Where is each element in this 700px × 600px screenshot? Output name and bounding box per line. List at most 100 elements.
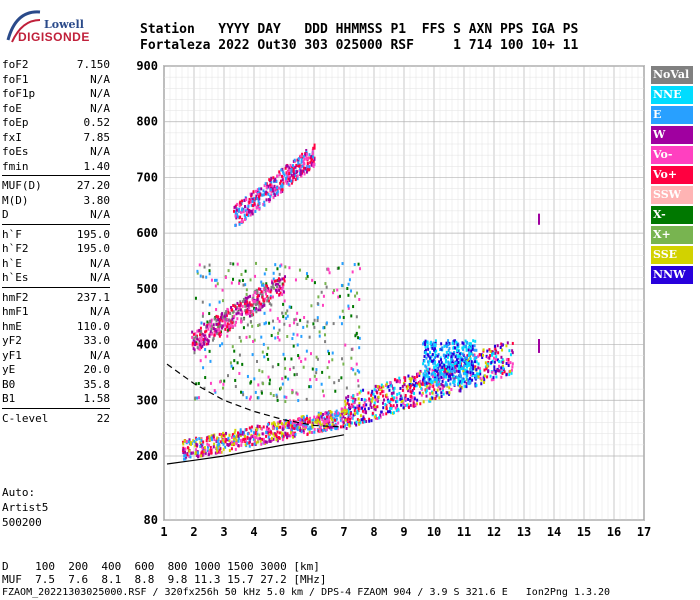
data-point <box>255 428 258 432</box>
data-point <box>440 361 443 365</box>
data-point <box>397 407 400 411</box>
data-point <box>248 397 251 401</box>
data-point <box>444 364 447 368</box>
data-point <box>229 326 232 330</box>
data-point <box>303 162 306 166</box>
data-point <box>210 321 213 325</box>
data-point <box>494 347 497 351</box>
data-point <box>363 420 366 424</box>
data-point <box>260 302 263 306</box>
data-point <box>205 342 208 346</box>
data-point <box>439 371 442 375</box>
data-point <box>472 339 475 343</box>
data-point <box>296 164 299 168</box>
data-point <box>461 346 464 350</box>
data-point <box>208 443 211 447</box>
data-point <box>239 306 242 310</box>
data-point <box>205 439 208 443</box>
data-point <box>239 312 242 316</box>
data-point <box>419 384 422 388</box>
data-point <box>221 342 224 346</box>
x-tick-label: 2 <box>190 525 197 539</box>
data-point <box>492 351 495 355</box>
data-point <box>425 384 428 388</box>
data-point <box>429 356 432 360</box>
data-point <box>280 263 283 267</box>
data-point <box>425 394 428 398</box>
data-point <box>203 322 206 326</box>
x-tick-label: 5 <box>280 525 287 539</box>
data-point <box>469 377 472 381</box>
data-point <box>243 301 246 305</box>
data-point <box>261 295 264 299</box>
data-point <box>469 368 472 372</box>
data-point <box>204 330 207 334</box>
data-point <box>235 312 238 316</box>
data-point <box>212 434 215 438</box>
data-point <box>308 430 311 434</box>
data-point <box>236 215 239 219</box>
data-point <box>276 398 279 402</box>
data-point <box>230 306 233 310</box>
data-point <box>478 367 481 371</box>
data-point <box>237 307 240 311</box>
data-point <box>284 422 287 426</box>
data-point <box>276 193 279 197</box>
data-point <box>458 389 461 393</box>
data-point <box>327 421 330 425</box>
data-point <box>415 384 418 388</box>
data-point <box>254 209 257 213</box>
data-point <box>242 283 245 287</box>
data-point <box>300 174 303 178</box>
data-point <box>496 358 499 362</box>
data-point <box>246 208 249 212</box>
data-point <box>438 369 441 373</box>
data-point <box>306 275 309 279</box>
data-point <box>224 323 227 327</box>
data-point <box>233 359 236 363</box>
data-point <box>217 332 220 336</box>
data-point <box>351 416 354 420</box>
data-point <box>438 363 441 367</box>
data-point <box>277 282 280 286</box>
data-point <box>261 193 264 197</box>
data-point <box>511 349 514 353</box>
data-point <box>270 436 273 440</box>
data-point <box>379 413 382 417</box>
data-point <box>438 360 441 364</box>
data-point <box>245 198 248 202</box>
data-point <box>273 192 276 196</box>
data-point <box>507 363 510 367</box>
data-point <box>467 348 470 352</box>
data-point <box>404 379 407 383</box>
data-point <box>306 320 309 324</box>
data-point <box>278 420 281 424</box>
data-point <box>213 317 216 321</box>
data-point <box>353 412 356 416</box>
data-point <box>278 288 281 292</box>
data-point <box>268 437 271 441</box>
data-point <box>297 164 300 168</box>
data-point <box>475 383 478 387</box>
data-point <box>501 364 504 368</box>
data-point <box>296 425 299 429</box>
data-point <box>239 203 242 207</box>
data-point <box>373 407 376 411</box>
data-point <box>209 436 212 440</box>
data-point <box>357 397 360 401</box>
lowell-digisonde-logo: Lowell DIGISONDE <box>4 6 94 46</box>
param-row: foF2 7.150 <box>2 58 110 72</box>
data-point <box>293 158 296 162</box>
data-point <box>499 345 502 349</box>
data-point <box>291 165 294 169</box>
data-point <box>411 375 414 379</box>
data-point <box>341 262 344 266</box>
param-value: 22 <box>96 411 110 425</box>
data-point <box>350 367 353 371</box>
legend-entry: SSE <box>651 246 693 264</box>
data-point <box>264 297 267 301</box>
data-point <box>195 382 198 386</box>
data-point <box>436 369 439 373</box>
param-value: 237.1 <box>76 290 110 304</box>
